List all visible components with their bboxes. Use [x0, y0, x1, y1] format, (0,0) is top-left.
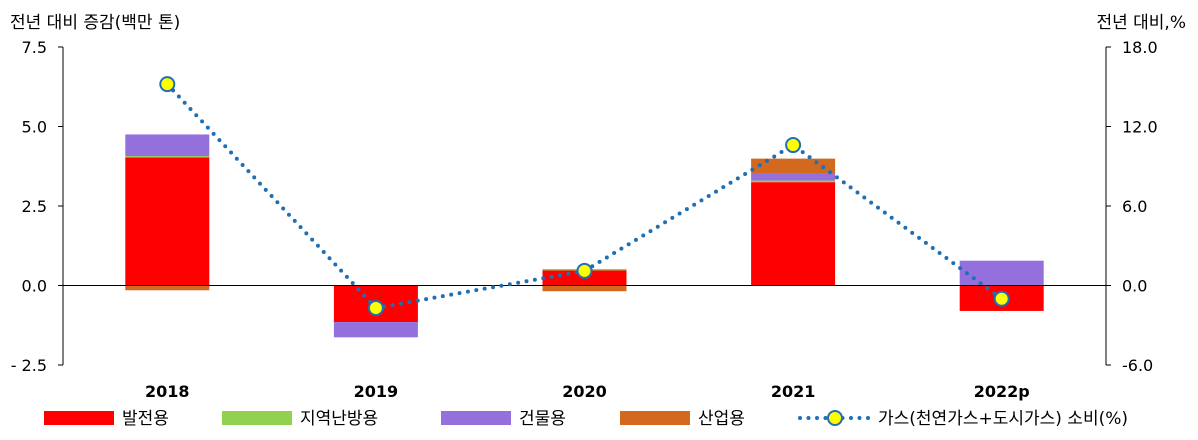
- y-tick-label-left: 7.5: [22, 38, 47, 57]
- y-tick-label-left: 5.0: [22, 118, 47, 137]
- y-axis-title-right: 전년 대비,%: [1096, 13, 1186, 33]
- y-tick-label-right: 6.0: [1122, 197, 1147, 216]
- legend-swatch-건물용: [441, 411, 511, 425]
- legend-label: 발전용: [122, 409, 169, 429]
- bar-2021-건물용: [751, 173, 836, 181]
- legend-line-marker: [827, 410, 843, 426]
- bar-2018-발전용: [125, 156, 210, 286]
- x-tick-label: 2019: [354, 382, 399, 401]
- legend-swatch-산업용: [620, 411, 690, 425]
- bar-2021-산업용: [751, 158, 836, 174]
- bar-2020-산업용: [542, 285, 627, 292]
- legend-swatch-지역난방용: [222, 411, 292, 425]
- y-tick-label-left: - 2.5: [11, 356, 47, 375]
- y-tick-label-left: 2.5: [22, 197, 47, 216]
- bar-2018-산업용: [125, 285, 210, 291]
- y-tick-label-right: 12.0: [1122, 118, 1158, 137]
- x-tick-label: 2022p: [974, 382, 1030, 401]
- line-marker: [159, 76, 176, 93]
- line-marker: [785, 137, 802, 154]
- legend-swatch-발전용: [44, 411, 114, 425]
- x-tick-label: 2018: [145, 382, 190, 401]
- bar-2021-지역난방용: [751, 180, 836, 183]
- legend-label: 산업용: [698, 409, 745, 429]
- legend-label: 지역난방용: [300, 409, 378, 429]
- y-tick-label-right: -6.0: [1122, 356, 1153, 375]
- x-tick-label: 2020: [562, 382, 607, 401]
- line-marker: [367, 300, 384, 317]
- bar-2021-발전용: [751, 182, 836, 286]
- x-tick-label: 2021: [771, 382, 816, 401]
- line-marker: [993, 290, 1010, 307]
- legend-label: 건물용: [519, 409, 566, 429]
- y-tick-label-right: 0.0: [1122, 277, 1147, 296]
- bar-2018-지역난방용: [125, 156, 210, 158]
- bar-2022p-건물용: [959, 260, 1044, 286]
- line-marker: [576, 262, 593, 279]
- legend-label: 가스(천연가스+도시가스) 소비(%): [878, 409, 1128, 429]
- y-tick-label-right: 18.0: [1122, 38, 1158, 57]
- bar-2018-건물용: [125, 134, 210, 157]
- y-axis-title-left: 전년 대비 증감(백만 톤): [10, 13, 181, 33]
- bar-2019-건물용: [333, 322, 418, 338]
- y-tick-label-left: 0.0: [22, 277, 47, 296]
